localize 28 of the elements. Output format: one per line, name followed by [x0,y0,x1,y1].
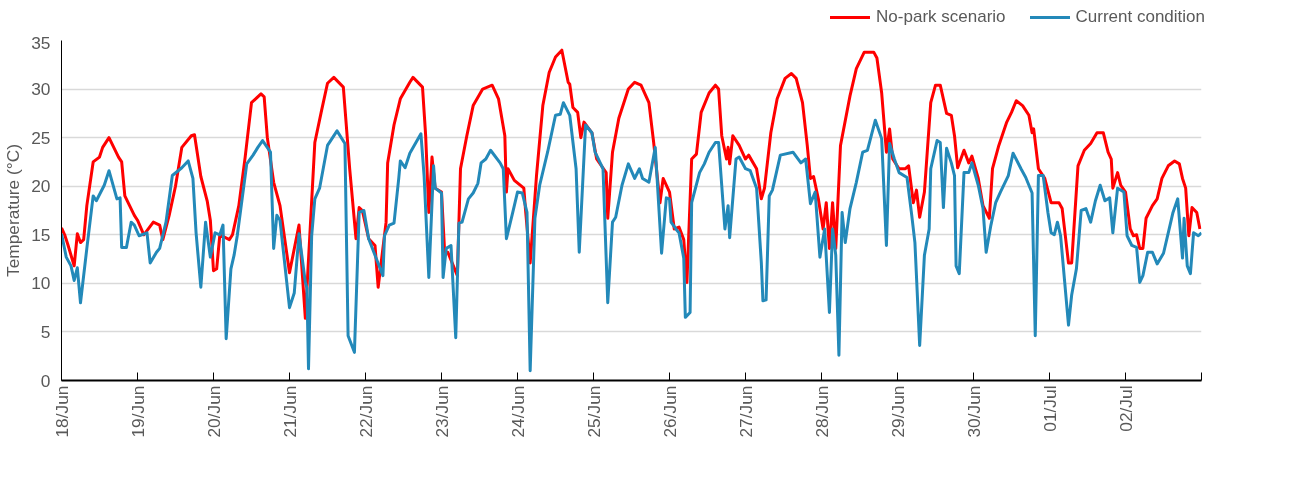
x-tick-label: 24/Jun [507,385,528,438]
x-tick-label: 01/Jul [1039,385,1060,432]
x-tick-label: 30/Jun [963,385,984,438]
x-tick-label: 02/Jul [1115,385,1136,432]
y-tick-label: 10 [31,273,51,294]
x-tick-label: 26/Jun [659,385,680,438]
x-tick-label: 29/Jun [887,385,908,438]
y-tick-label: 20 [31,176,51,197]
x-tick-label: 23/Jun [431,385,452,438]
y-tick-label: 15 [31,224,51,245]
x-tick-label: 25/Jun [583,385,604,438]
x-tick-label: 21/Jun [279,385,300,438]
legend-label: No-park scenario [876,6,1006,28]
x-tick-label: 22/Jun [355,385,376,438]
y-tick-label: 35 [31,32,51,53]
x-tick-label: 20/Jun [203,385,224,438]
legend-item: No-park scenario [830,5,1006,30]
y-axis-title: Temperature (°C) [3,143,24,278]
y-tick-label: 25 [31,127,51,148]
y-tick-label: 5 [40,321,51,342]
legend-label: Current condition [1075,6,1205,28]
y-tick-label: 0 [40,370,51,391]
legend-item: Current condition [1029,5,1205,30]
x-tick-label: 18/Jun [51,385,72,438]
x-tick-label: 28/Jun [811,385,832,438]
y-tick-label: 30 [31,79,51,100]
x-tick-label: 19/Jun [127,385,148,438]
x-tick-label: 27/Jun [735,385,756,438]
